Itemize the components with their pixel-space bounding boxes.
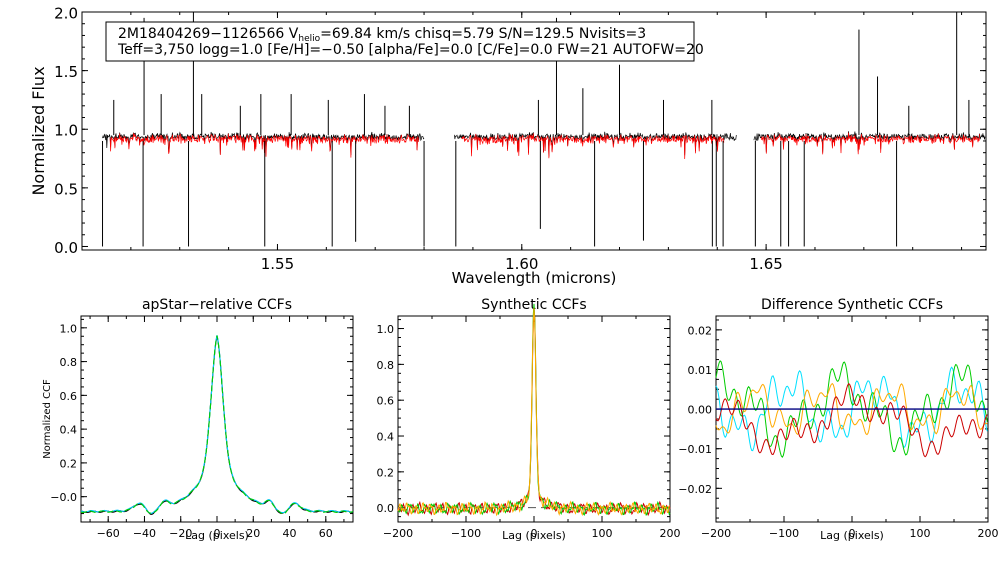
x-tick-label: 100 — [910, 527, 931, 540]
x-axis-label: Lag (pixels) — [502, 529, 566, 542]
x-tick-label: −200 — [383, 527, 413, 540]
x-tick-label: 0 — [531, 527, 538, 540]
legend-subscript: helio — [298, 34, 320, 44]
x-tick-label: 1.60 — [505, 255, 538, 273]
ccf-series-line — [397, 308, 671, 517]
observed-spectrum-line — [102, 131, 425, 156]
y-tick-label: 0.4 — [377, 431, 395, 444]
plot-frame — [81, 11, 987, 251]
plot-frame — [715, 315, 989, 523]
y-tick-label: 0.6 — [60, 390, 78, 403]
chart-title: apStar−relative CCFs — [142, 297, 292, 313]
x-tick-label: −100 — [451, 527, 481, 540]
ccf-series-line — [397, 303, 671, 516]
y-tick-label: 0.4 — [60, 424, 78, 437]
x-tick-label: −20 — [169, 527, 192, 540]
x-tick-label: 1.55 — [261, 255, 294, 273]
y-tick-label: 0.02 — [688, 324, 713, 337]
model-spectrum-line — [461, 133, 725, 160]
ccf-series-line — [80, 335, 354, 515]
legend-star-id: 2M18404269−1126566 V — [118, 26, 299, 42]
x-tick-label: 0 — [849, 527, 856, 540]
spectrum-panel: 1.55 1.60 1.65 0.0 0.5 1.0 1.5 2.0 Wavelength (m… — [29, 5, 987, 287]
apstar-ccf-panel: −60 −40 −20 0 20 40 60 −0.0 0.2 0.4 0.6 0.8 1.0 Lag (… — [42, 297, 354, 542]
y-tick-label: −0.01 — [678, 443, 712, 456]
x-tick-label: 200 — [978, 527, 999, 540]
legend-stats: =69.84 km/s chisq=5.79 S/N=129.5 Nvisits… — [320, 26, 646, 42]
y-tick-label: 0.8 — [60, 356, 78, 369]
x-tick-label: 100 — [592, 527, 613, 540]
y-tick-label: −0.0 — [50, 491, 77, 504]
x-tick-label: −200 — [701, 527, 731, 540]
y-tick-label: 1.5 — [54, 63, 78, 81]
legend-line-2: Teff=3,750 logg=1.0 [Fe/H]=−0.50 [alpha/… — [117, 42, 704, 58]
y-tick-label: 0.0 — [377, 502, 395, 515]
difference-series-line — [715, 383, 988, 458]
difference-ccf-panel: −200 −100 0 100 200 −0.02 −0.01 0.00 0.01 0.02 Lag… — [678, 297, 998, 542]
x-tick-label: 20 — [246, 527, 260, 540]
y-tick-label: 0.8 — [377, 359, 395, 372]
ccf-series-line — [80, 336, 354, 515]
x-tick-label: 200 — [660, 527, 681, 540]
y-tick-label: 1.0 — [377, 323, 395, 336]
y-axis-label: Normalized CCF — [42, 379, 53, 459]
y-tick-label: 0.6 — [377, 395, 395, 408]
model-spectrum-line — [761, 132, 980, 155]
spectrum-legend: 2M18404269−1126566 Vhelio=69.84 km/s chi… — [105, 21, 704, 62]
x-tick-label: −60 — [97, 527, 120, 540]
x-axis-label: Wavelength (microns) — [452, 269, 617, 287]
observed-spectrum-line — [753, 131, 986, 153]
ccf-series-line — [80, 335, 354, 514]
y-tick-label: 0.0 — [54, 239, 78, 257]
y-tick-label: 0.2 — [60, 457, 78, 470]
synthetic-ccf-panel: −200 −100 0 100 200 0.0 0.2 0.4 0.6 0.8 1.0 Lag (pi… — [377, 297, 681, 542]
plot-frame — [397, 315, 671, 523]
chart-title: Difference Synthetic CCFs — [761, 297, 943, 313]
y-tick-label: 1.0 — [60, 322, 78, 335]
y-tick-label: 0.00 — [688, 404, 713, 417]
x-axis-label: Lag (pixels) — [185, 529, 249, 542]
y-tick-label: 2.0 — [54, 5, 78, 23]
y-tick-label: 0.5 — [54, 180, 78, 198]
x-tick-label: 1.65 — [749, 255, 782, 273]
difference-series-line — [715, 382, 988, 436]
y-tick-label: −0.02 — [678, 483, 712, 496]
observed-spectrum-line — [454, 131, 737, 157]
x-tick-label: −40 — [133, 527, 156, 540]
x-axis-label: Lag (pixels) — [820, 529, 884, 542]
plot-frame — [80, 315, 354, 523]
ccf-series-line — [397, 307, 671, 517]
y-tick-label: 1.0 — [54, 122, 78, 140]
x-tick-label: 60 — [319, 527, 333, 540]
x-tick-label: 0 — [214, 527, 221, 540]
y-tick-label: 0.2 — [377, 466, 395, 479]
x-tick-label: 40 — [283, 527, 297, 540]
x-tick-label: −100 — [769, 527, 799, 540]
legend-box — [105, 21, 695, 62]
y-axis-label: Normalized Flux — [29, 66, 48, 195]
difference-series-line — [715, 360, 988, 458]
y-tick-label: 0.01 — [688, 364, 713, 377]
legend-line-1: 2M18404269−1126566 Vhelio=69.84 km/s chi… — [118, 26, 646, 44]
